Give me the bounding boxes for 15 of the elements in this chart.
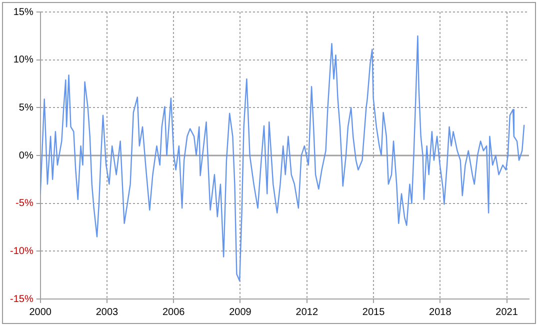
y-tick-label: -5%	[16, 198, 34, 210]
x-tick-label: 2021	[496, 306, 518, 318]
x-tick-label: 2003	[96, 306, 119, 318]
x-tick-label: 2018	[429, 306, 452, 318]
y-tick-label: 5%	[18, 102, 34, 114]
x-tick-label: 2000	[29, 306, 52, 318]
y-tick-label: -10%	[10, 246, 34, 257]
x-tick-label: 2006	[162, 306, 186, 318]
x-tick-label: 2015	[362, 306, 386, 318]
y-tick-label: 10%	[13, 54, 34, 66]
x-tick-label: 2012	[296, 306, 318, 318]
x-tick-label: 2009	[229, 306, 252, 318]
y-tick-label: 0%	[18, 150, 34, 162]
y-tick-label: 15%	[13, 6, 34, 18]
y-tick-label: -15%	[10, 294, 34, 305]
